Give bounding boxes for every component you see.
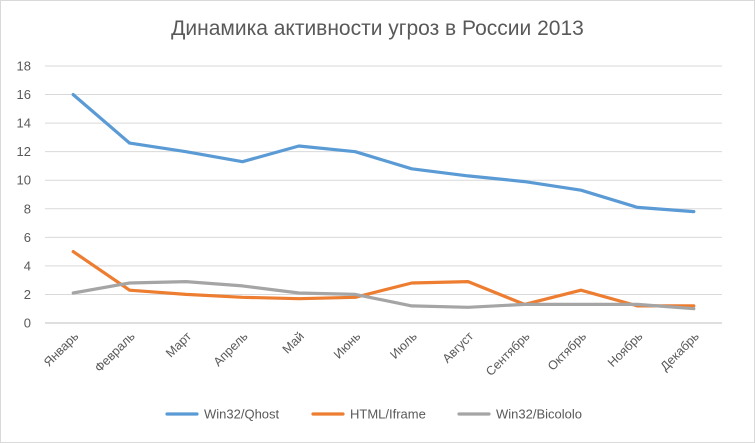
- x-tick-label: Февраль: [92, 329, 138, 375]
- x-tick-label: Сентябрь: [483, 329, 532, 378]
- x-tick-label: Ноябрь: [605, 329, 646, 370]
- y-tick-label: 2: [24, 287, 31, 302]
- y-tick-label: 8: [24, 201, 31, 216]
- x-tick-label: Июль: [387, 329, 419, 361]
- y-tick-label: 12: [17, 144, 31, 159]
- legend-label: Win32/Bicololo: [496, 407, 582, 422]
- y-tick-label: 6: [24, 230, 31, 245]
- chart-title: Динамика активности угроз в России 2013: [171, 17, 584, 40]
- x-tick-label: Январь: [41, 329, 81, 369]
- y-tick-label: 4: [24, 258, 31, 273]
- x-tick-label: Июнь: [331, 329, 363, 361]
- x-tick-label: Март: [163, 329, 194, 360]
- series-line-win32-bicololo: [71, 280, 696, 311]
- y-tick-label: 18: [17, 59, 31, 74]
- x-tick-label: Октябрь: [545, 329, 589, 373]
- legend-label: HTML/Iframe: [350, 407, 426, 422]
- x-tick-label: Апрель: [211, 329, 251, 369]
- y-tick-label: 14: [17, 116, 31, 131]
- y-tick-label: 16: [17, 87, 31, 102]
- x-tick-label: Август: [440, 329, 477, 366]
- x-tick-label: Декабрь: [658, 329, 702, 373]
- y-tick-label: 10: [17, 173, 31, 188]
- series-line-win32-qhost: [71, 92, 696, 214]
- legend-label: Win32/Qhost: [204, 407, 280, 422]
- x-tick-label: Май: [280, 329, 307, 356]
- series-line-html-iframe: [71, 250, 696, 308]
- y-tick-label: 0: [24, 316, 31, 331]
